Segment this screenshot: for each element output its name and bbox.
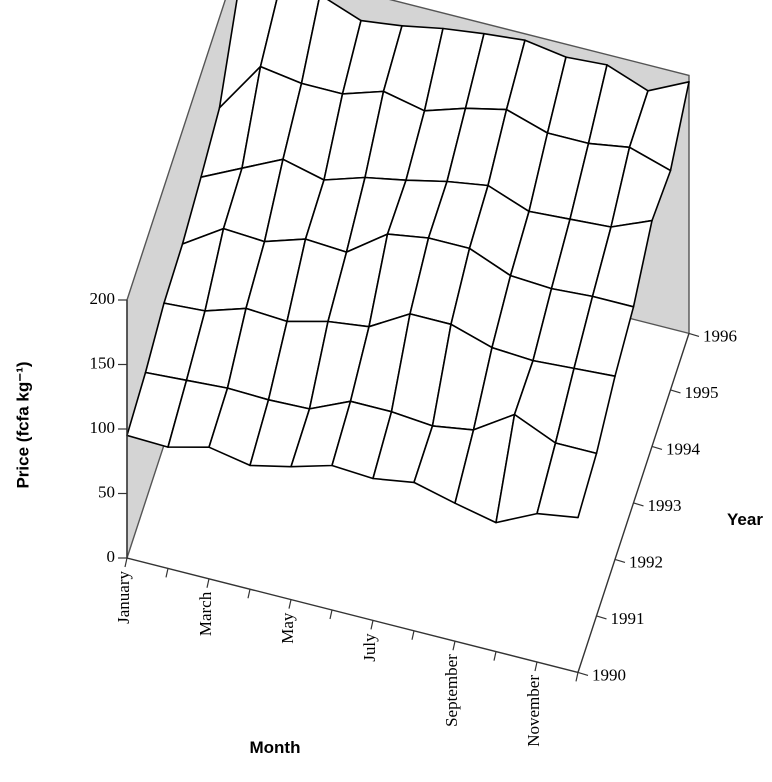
month-tick-label: March	[196, 591, 215, 636]
year-tick-label: 1990	[592, 665, 626, 684]
axes: 0 50 100 150 200 January March May July September…	[90, 289, 738, 747]
year-tick-label: 1992	[629, 552, 663, 571]
year-tick-label: 1993	[648, 496, 682, 515]
month-tick-label: September	[442, 654, 461, 727]
year-tick	[670, 389, 681, 394]
surface-cell	[536, 442, 598, 519]
y-axis-title: Year	[727, 510, 763, 529]
month-tick	[124, 557, 128, 568]
month-tick-label: May	[278, 612, 297, 644]
month-tick-label: January	[114, 571, 133, 624]
z-tick-label: 0	[107, 547, 116, 566]
month-tick-label: July	[360, 633, 379, 662]
x-axis-title: Month	[250, 738, 301, 757]
year-tick-label: 1994	[666, 439, 701, 458]
month-tick	[288, 599, 292, 609]
z-axis-title: Price (fcfa kg⁻¹)	[13, 361, 32, 488]
year-tick	[688, 332, 700, 337]
z-tick-label: 100	[90, 418, 116, 437]
month-tick	[247, 589, 251, 599]
month-tick	[411, 630, 415, 640]
month-tick	[493, 651, 497, 661]
month-tick	[452, 641, 456, 651]
surface-mesh	[126, 0, 690, 524]
z-tick-label: 50	[98, 482, 115, 501]
year-tick	[633, 502, 644, 507]
year-tick	[614, 558, 626, 563]
month-tick-label: November	[524, 675, 543, 747]
month-tick	[165, 568, 169, 578]
year-tick	[596, 615, 607, 620]
year-tick	[577, 671, 589, 676]
z-tick-label: 200	[90, 289, 116, 308]
year-tick-label: 1996	[703, 326, 737, 345]
month-tick	[575, 672, 579, 682]
month-tick	[534, 661, 538, 672]
year-tick	[651, 445, 663, 450]
month-axis-line	[126, 557, 579, 674]
month-tick	[329, 609, 333, 620]
year-tick-label: 1991	[611, 609, 645, 628]
z-tick-label: 150	[90, 353, 116, 372]
month-tick	[370, 620, 374, 630]
month-tick	[206, 578, 210, 588]
year-tick-label: 1995	[685, 383, 719, 402]
